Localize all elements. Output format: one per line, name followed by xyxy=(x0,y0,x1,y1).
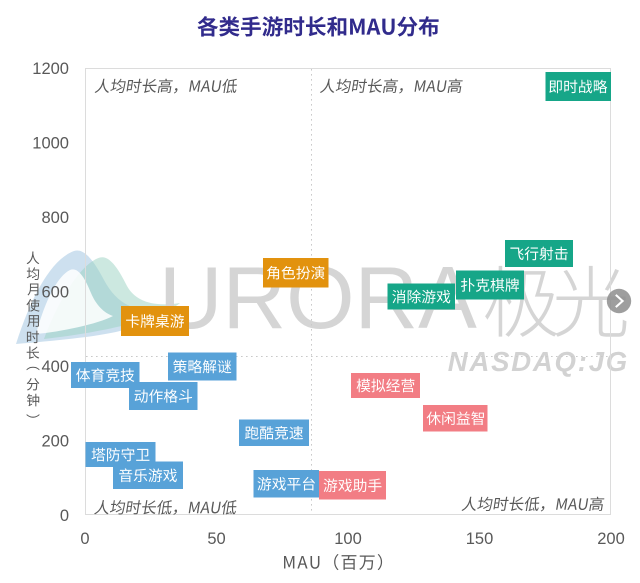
svg-text:150: 150 xyxy=(466,530,494,548)
svg-text:1000: 1000 xyxy=(32,135,69,153)
svg-text:200: 200 xyxy=(41,433,69,451)
svg-text:200: 200 xyxy=(597,530,625,548)
svg-text:0: 0 xyxy=(60,507,69,525)
svg-text:0: 0 xyxy=(80,530,89,548)
svg-text:600: 600 xyxy=(41,284,69,302)
svg-text:NASDAQ:JG: NASDAQ:JG xyxy=(448,346,629,377)
svg-text:400: 400 xyxy=(41,358,69,376)
svg-text:100: 100 xyxy=(334,530,362,548)
svg-text:1200: 1200 xyxy=(32,60,69,78)
svg-text:800: 800 xyxy=(41,209,69,227)
svg-text:50: 50 xyxy=(207,530,225,548)
